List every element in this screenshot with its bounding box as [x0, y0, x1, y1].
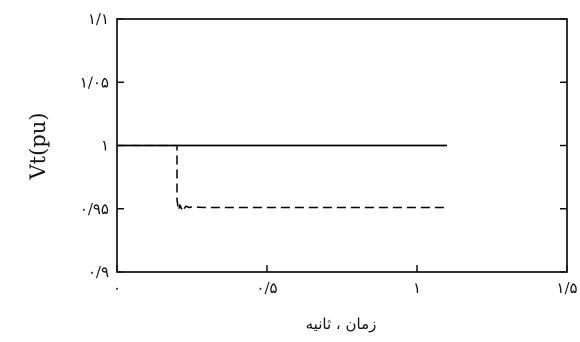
- y-axis-label: Vt(pu): [26, 113, 50, 181]
- x-tick-label: ۰: [113, 279, 121, 297]
- x-axis-ticks: ۰ ۰/۵ ۱ ۱/۵: [113, 265, 578, 297]
- x-tick-label: ۰/۵: [256, 279, 277, 297]
- y-tick-label: ۰/۹: [88, 263, 109, 281]
- y-tick-label: ۱/۱: [88, 10, 109, 28]
- y-tick-label: ۱: [101, 137, 109, 155]
- y-axis-ticks: ۰/۹ ۰/۹۵ ۱ ۱/۰۵ ۱/۱: [80, 10, 567, 281]
- y-tick-label: ۰/۹۵: [80, 200, 109, 218]
- series-dashed-line: [117, 144, 447, 211]
- x-tick-label: ۱/۵: [556, 279, 577, 297]
- y-tick-label: ۱/۰۵: [80, 73, 109, 91]
- x-axis-label: زمان ، ثانیه: [306, 315, 377, 333]
- series-layer: [117, 144, 447, 211]
- x-tick-label: ۱: [413, 279, 421, 297]
